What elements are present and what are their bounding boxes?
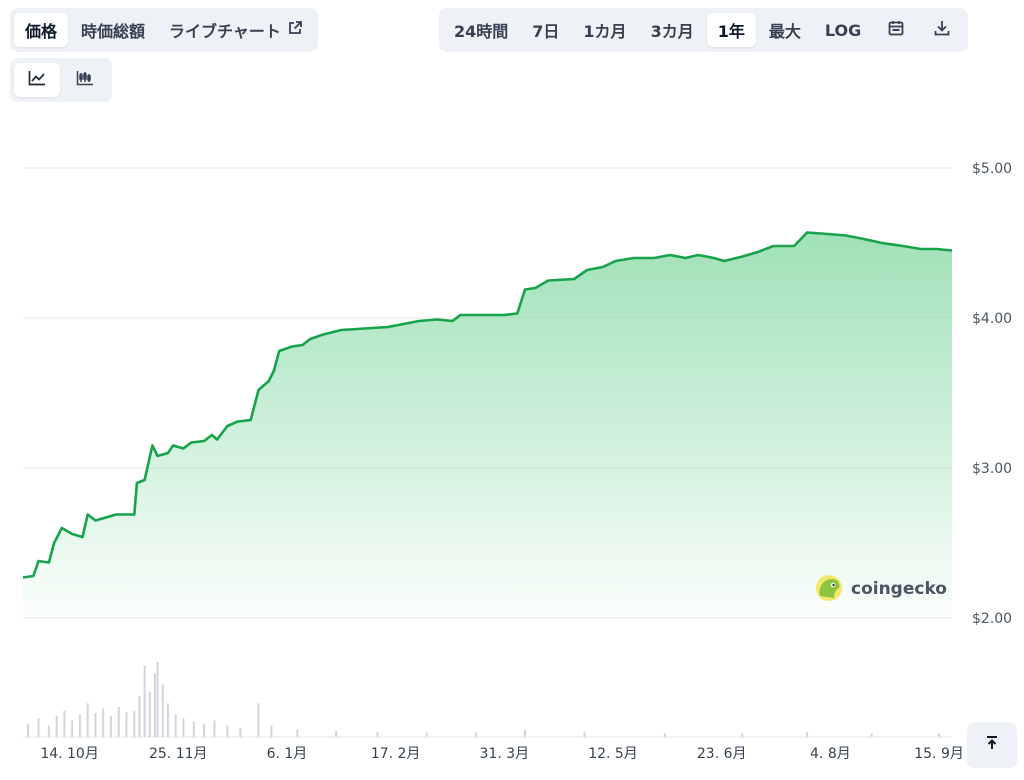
range-max-label: 最大 — [768, 22, 801, 41]
volume-bar — [166, 703, 169, 737]
x-tick-label: 23. 6月 — [697, 746, 747, 762]
price-area — [23, 232, 952, 618]
chart-type-tabs — [10, 58, 112, 102]
volume-bar — [125, 712, 128, 737]
volume-bars — [23, 662, 952, 738]
volume-bar — [425, 732, 428, 737]
watermark-text: coingecko — [851, 579, 947, 599]
range-7d[interactable]: 7日 — [521, 13, 570, 47]
x-tick-label: 17. 2月 — [371, 746, 421, 762]
x-tick-label: 12. 5月 — [588, 746, 638, 762]
volume-bar — [148, 692, 151, 737]
x-tick-label: 6. 1月 — [267, 746, 308, 762]
volume-bar — [270, 725, 273, 737]
x-tick-label: 25. 11月 — [149, 746, 208, 762]
volume-bar — [296, 729, 299, 737]
volume-bar — [117, 707, 120, 737]
range-7d-label: 7日 — [532, 22, 560, 41]
price-line — [22, 231, 953, 579]
range-24h-label: 24時間 — [454, 22, 509, 41]
range-1m-label: 1カ月 — [583, 22, 627, 41]
volume-bar — [47, 725, 50, 737]
volume-bar — [138, 695, 141, 737]
volume-bar — [213, 720, 216, 737]
y-tick-label: $5.00 — [972, 161, 1012, 177]
coingecko-watermark: coingecko — [816, 575, 947, 601]
x-tick-label: 15. 9月 — [914, 746, 964, 762]
volume-bar — [870, 733, 873, 737]
volume-bar — [102, 708, 105, 737]
volume-bar — [524, 730, 527, 737]
volume-bar — [55, 716, 58, 737]
arrow-up-to-top-icon — [984, 735, 1000, 755]
volume-bar — [335, 731, 338, 737]
volume-bar — [109, 716, 112, 737]
volume-bar — [583, 732, 586, 737]
price-chart: $2.00 $3.00 $4.00 $5.00 14. 10月 25. 11月 6. 1月… — [22, 161, 1012, 762]
range-3m[interactable]: 3カ月 — [640, 13, 705, 47]
volume-bar — [474, 732, 477, 737]
download-button[interactable] — [920, 13, 964, 47]
calendar-icon — [887, 19, 905, 41]
tab-live-chart[interactable]: ライブチャート — [158, 13, 314, 47]
range-24h[interactable]: 24時間 — [443, 13, 519, 47]
volume-bar — [174, 714, 177, 737]
volume-bar — [257, 703, 260, 737]
volume-bar — [741, 733, 744, 737]
volume-bar — [192, 722, 195, 737]
x-tick-label: 14. 10月 — [40, 746, 99, 762]
volume-bar — [78, 714, 81, 737]
volume-bar — [63, 710, 66, 737]
tab-price-label: 価格 — [25, 22, 58, 41]
x-axis-labels: 14. 10月 25. 11月 6. 1月 17. 2月 31. 3月 12. 5月 23.… — [40, 746, 964, 762]
range-1y[interactable]: 1年 — [706, 13, 756, 47]
scroll-top-button[interactable] — [967, 722, 1017, 768]
volume-bar — [86, 703, 89, 737]
x-tick-label: 31. 3月 — [480, 746, 530, 762]
range-1y-label: 1年 — [717, 22, 745, 41]
x-tick-label: 4. 8月 — [810, 746, 851, 762]
range-1m[interactable]: 1カ月 — [572, 13, 637, 47]
volume-bar — [239, 728, 242, 737]
volume-bar — [182, 718, 185, 737]
tab-market-cap-label: 時価総額 — [81, 22, 146, 41]
line-chart-button[interactable] — [14, 63, 60, 97]
volume-bar — [156, 662, 159, 737]
external-link-icon — [287, 20, 303, 40]
download-icon — [933, 19, 951, 41]
y-tick-label: $3.00 — [972, 461, 1012, 477]
y-tick-label: $4.00 — [972, 311, 1012, 327]
candlestick-chart-icon — [76, 70, 94, 90]
range-log-label: LOG — [824, 20, 862, 40]
volume-bar — [226, 725, 229, 737]
range-log[interactable]: LOG — [814, 13, 872, 47]
tab-live-chart-label: ライブチャート — [169, 22, 281, 41]
time-range-tabs: 24時間 7日 1カ月 3カ月 1年 最大 LOG — [439, 8, 969, 52]
volume-bar — [37, 718, 40, 737]
volume-bar — [133, 710, 136, 737]
y-axis-labels: $2.00 $3.00 $4.00 $5.00 — [972, 161, 1012, 627]
tab-market-cap[interactable]: 時価総額 — [70, 13, 156, 47]
range-3m-label: 3カ月 — [650, 22, 694, 41]
y-tick-label: $2.00 — [972, 611, 1012, 627]
volume-bar — [806, 731, 809, 737]
volume-bar — [376, 731, 379, 737]
volume-bar — [663, 733, 666, 737]
volume-bar — [71, 720, 74, 737]
range-max[interactable]: 最大 — [758, 13, 812, 47]
volume-bar — [153, 673, 156, 737]
volume-bar — [161, 684, 164, 737]
tab-price[interactable]: 価格 — [14, 13, 69, 47]
view-tabs: 価格 時価総額 ライブチャート — [10, 8, 318, 52]
candlestick-chart-button[interactable] — [62, 63, 108, 97]
volume-bar — [938, 733, 941, 737]
coingecko-logo-icon — [816, 575, 842, 601]
volume-bar — [27, 723, 30, 737]
volume-bar — [94, 713, 97, 737]
line-chart-icon — [28, 70, 46, 90]
volume-bar — [143, 665, 146, 737]
volume-bar — [203, 723, 206, 737]
date-range-button[interactable] — [874, 13, 918, 47]
